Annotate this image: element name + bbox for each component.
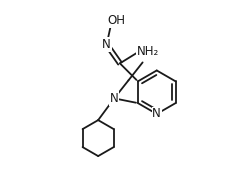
Text: NH₂: NH₂ — [137, 45, 159, 58]
Text: N: N — [152, 108, 161, 120]
Text: N: N — [102, 38, 111, 51]
Text: N: N — [110, 92, 119, 105]
Text: OH: OH — [107, 14, 125, 27]
